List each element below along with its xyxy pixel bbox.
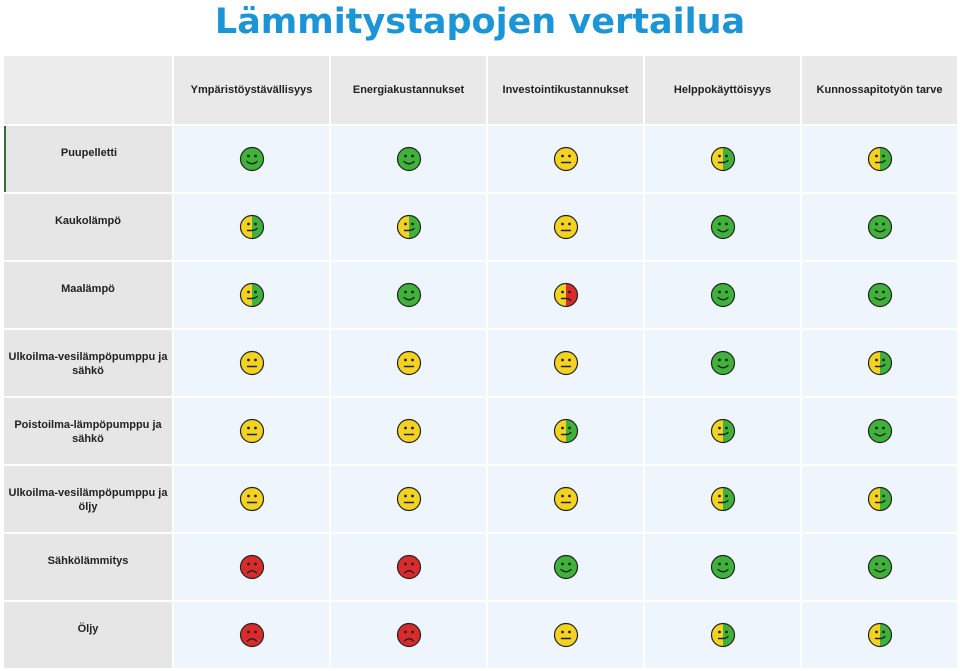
smiley-neutral-icon [553,622,578,648]
smiley-neutral-icon [396,350,421,376]
rating-cell [488,126,643,192]
row-header: Ulkoilma-vesilämpöpumppu ja öljy [4,466,172,532]
smiley-neutral-icon [239,418,264,444]
rating-cell [174,466,329,532]
rating-cell [174,602,329,668]
page-title: Lämmitystapojen vertailua [214,2,746,42]
rating-cell [645,602,800,668]
smiley-sad-icon [396,554,421,580]
rating-cell [802,330,957,396]
rating-cell [802,534,957,600]
smiley-half-neutral-happy-icon [710,418,735,444]
smiley-happy-icon [553,554,578,580]
row-header: Puupelletti [4,126,172,192]
table-corner [4,56,172,124]
rating-cell [488,466,643,532]
smiley-happy-icon [710,214,735,240]
smiley-half-neutral-happy-icon [710,486,735,512]
smiley-neutral-icon [239,350,264,376]
row-header: Ulkoilma-vesilämpöpumppu ja sähkö [4,330,172,396]
column-header: Ympäristöystävällisyys [174,56,329,124]
rating-cell [802,602,957,668]
rating-cell [488,534,643,600]
rating-cell [331,466,486,532]
smiley-half-neutral-happy-icon [867,350,892,376]
rating-cell [174,194,329,260]
rating-cell [802,398,957,464]
smiley-neutral-icon [239,486,264,512]
row-header: Kaukolämpö [4,194,172,260]
smiley-half-neutral-sad-icon [553,282,578,308]
smiley-happy-icon [867,214,892,240]
rating-cell [174,126,329,192]
column-header: Kunnossapitotyön tarve [802,56,957,124]
rating-cell [645,194,800,260]
rating-cell [802,194,957,260]
smiley-half-neutral-happy-icon [710,622,735,648]
smiley-happy-icon [867,554,892,580]
smiley-sad-icon [239,622,264,648]
rating-cell [488,194,643,260]
rating-cell [802,466,957,532]
smiley-happy-icon [710,282,735,308]
rating-cell [645,262,800,328]
smiley-happy-icon [396,146,421,172]
smiley-neutral-icon [553,214,578,240]
smiley-half-neutral-happy-icon [239,214,264,240]
rating-cell [174,534,329,600]
rating-cell [174,398,329,464]
smiley-half-neutral-happy-icon [710,146,735,172]
smiley-half-neutral-happy-icon [867,146,892,172]
smiley-neutral-icon [396,486,421,512]
smiley-neutral-icon [553,146,578,172]
rating-cell [802,126,957,192]
row-header: Maalämpö [4,262,172,328]
rating-cell [331,194,486,260]
rating-cell [174,330,329,396]
rating-cell [645,330,800,396]
smiley-half-neutral-happy-icon [553,418,578,444]
rating-cell [488,262,643,328]
rating-cell [488,602,643,668]
column-header: Energiakustannukset [331,56,486,124]
smiley-happy-icon [710,554,735,580]
rating-cell [331,534,486,600]
smiley-sad-icon [396,622,421,648]
comparison-table: Ympäristöystävällisyys Energiakustannukse… [4,56,957,668]
rating-cell [645,534,800,600]
row-header: Sähkölämmitys [4,534,172,600]
smiley-sad-icon [239,554,264,580]
smiley-neutral-icon [553,486,578,512]
rating-cell [802,262,957,328]
rating-cell [331,602,486,668]
smiley-half-neutral-happy-icon [867,622,892,648]
rating-cell [331,330,486,396]
rating-cell [174,262,329,328]
column-header: Helppokäyttöisyys [645,56,800,124]
smiley-happy-icon [710,350,735,376]
column-header: Investointikustannukset [488,56,643,124]
rating-cell [331,398,486,464]
smiley-half-neutral-happy-icon [867,486,892,512]
rating-cell [645,466,800,532]
row-header: Poistoilma-lämpöpumppu ja sähkö [4,398,172,464]
smiley-neutral-icon [396,418,421,444]
smiley-happy-icon [239,146,264,172]
rating-cell [331,262,486,328]
rating-cell [331,126,486,192]
smiley-half-neutral-happy-icon [239,282,264,308]
rating-cell [645,398,800,464]
smiley-happy-icon [867,418,892,444]
rating-cell [488,330,643,396]
rating-cell [488,398,643,464]
smiley-happy-icon [396,282,421,308]
rating-cell [645,126,800,192]
smiley-happy-icon [867,282,892,308]
smiley-half-neutral-happy-icon [396,214,421,240]
row-header: Öljy [4,602,172,668]
smiley-neutral-icon [553,350,578,376]
